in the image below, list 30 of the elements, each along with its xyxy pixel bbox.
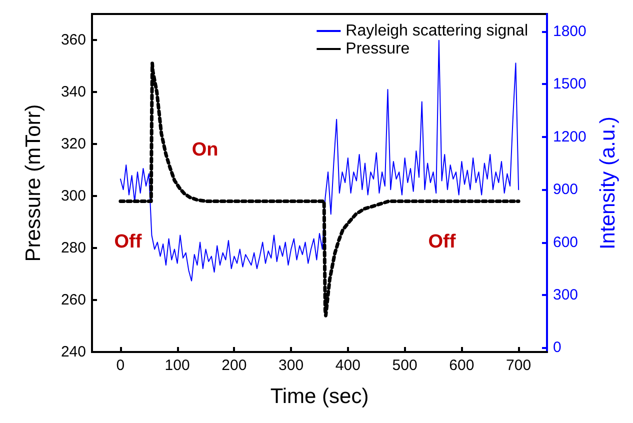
y-tick-label: 240 xyxy=(60,344,86,360)
x-tick-label: 0 xyxy=(116,357,125,374)
x-tick-label: 600 xyxy=(449,357,474,374)
y-tick-label: 260 xyxy=(60,292,86,308)
x-tick-label: 400 xyxy=(335,357,360,374)
y-tick-label: 360 xyxy=(60,32,86,48)
y2-axis-title: Intensity (a.u.) xyxy=(596,116,620,250)
y2-tick-label: 1500 xyxy=(553,76,586,93)
y2-tick-label: 600 xyxy=(553,234,578,251)
legend-label: Pressure xyxy=(346,40,410,58)
y2-tick-label: 300 xyxy=(553,286,578,304)
annotation: Off xyxy=(114,232,142,252)
y-tick-label: 280 xyxy=(60,240,86,256)
x-tick-label: 700 xyxy=(506,357,532,374)
y2-tick-label: 1200 xyxy=(553,128,586,146)
y2-tick-label: 1800 xyxy=(553,23,586,40)
x-tick-label: 500 xyxy=(392,357,418,374)
x-axis-title: Time (sec) xyxy=(270,385,369,408)
y-axis-title: Pressure (mTorr) xyxy=(22,104,45,262)
legend-label: Rayleigh scattering signal xyxy=(346,22,528,40)
annotation: On xyxy=(192,140,218,160)
x-tick-label: 100 xyxy=(164,357,190,374)
x-tick-label: 200 xyxy=(222,357,247,374)
y-tick-label: 300 xyxy=(60,188,86,204)
y2-tick-label: 0 xyxy=(553,339,562,356)
y-tick-label: 320 xyxy=(60,136,86,152)
y2-tick-label: 900 xyxy=(553,181,578,198)
annotation: Off xyxy=(428,232,456,252)
x-tick-label: 300 xyxy=(278,357,304,374)
y-tick-label: 340 xyxy=(60,84,86,100)
